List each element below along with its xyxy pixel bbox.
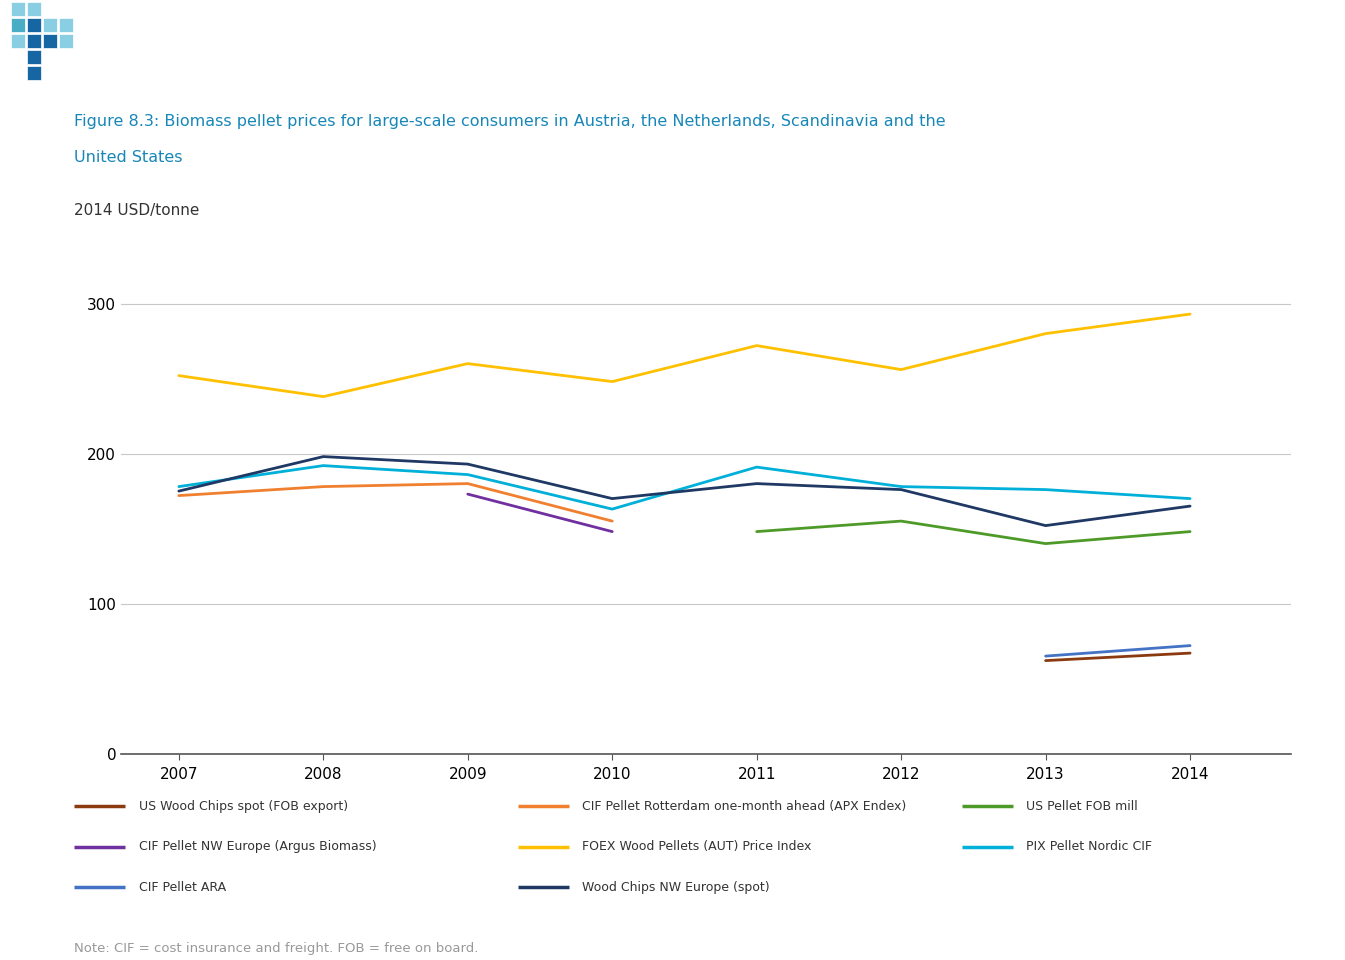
Text: International Renewable Energy Agency: International Renewable Energy Agency bbox=[1076, 65, 1259, 75]
Text: FOEX Wood Pellets (AUT) Price Index: FOEX Wood Pellets (AUT) Price Index bbox=[582, 840, 812, 853]
Text: United States: United States bbox=[74, 151, 183, 165]
Text: Figure 8.3: Biomass pellet prices for large-scale consumers in Austria, the Neth: Figure 8.3: Biomass pellet prices for la… bbox=[74, 114, 946, 129]
Text: US Wood Chips spot (FOB export): US Wood Chips spot (FOB export) bbox=[139, 800, 347, 813]
Text: ●●: ●● bbox=[1141, 20, 1194, 49]
Text: PIX Pellet Nordic CIF: PIX Pellet Nordic CIF bbox=[1026, 840, 1153, 853]
Text: RENEWABLE POWER GENERATION COSTS IN 2014: RENEWABLE POWER GENERATION COSTS IN 2014 bbox=[155, 38, 674, 58]
Text: 2014 USD/tonne: 2014 USD/tonne bbox=[74, 204, 199, 218]
Text: Note: CIF = cost insurance and freight. FOB = free on board.: Note: CIF = cost insurance and freight. … bbox=[74, 942, 479, 955]
Text: IRENA: IRENA bbox=[1237, 22, 1333, 50]
Text: CIF Pellet Rotterdam one-month ahead (APX Endex): CIF Pellet Rotterdam one-month ahead (AP… bbox=[582, 800, 907, 813]
Text: Wood Chips NW Europe (spot): Wood Chips NW Europe (spot) bbox=[582, 880, 769, 894]
Text: CIF Pellet NW Europe (Argus Biomass): CIF Pellet NW Europe (Argus Biomass) bbox=[139, 840, 377, 853]
Text: CIF Pellet ARA: CIF Pellet ARA bbox=[139, 880, 226, 894]
Text: US Pellet FOB mill: US Pellet FOB mill bbox=[1026, 800, 1138, 813]
